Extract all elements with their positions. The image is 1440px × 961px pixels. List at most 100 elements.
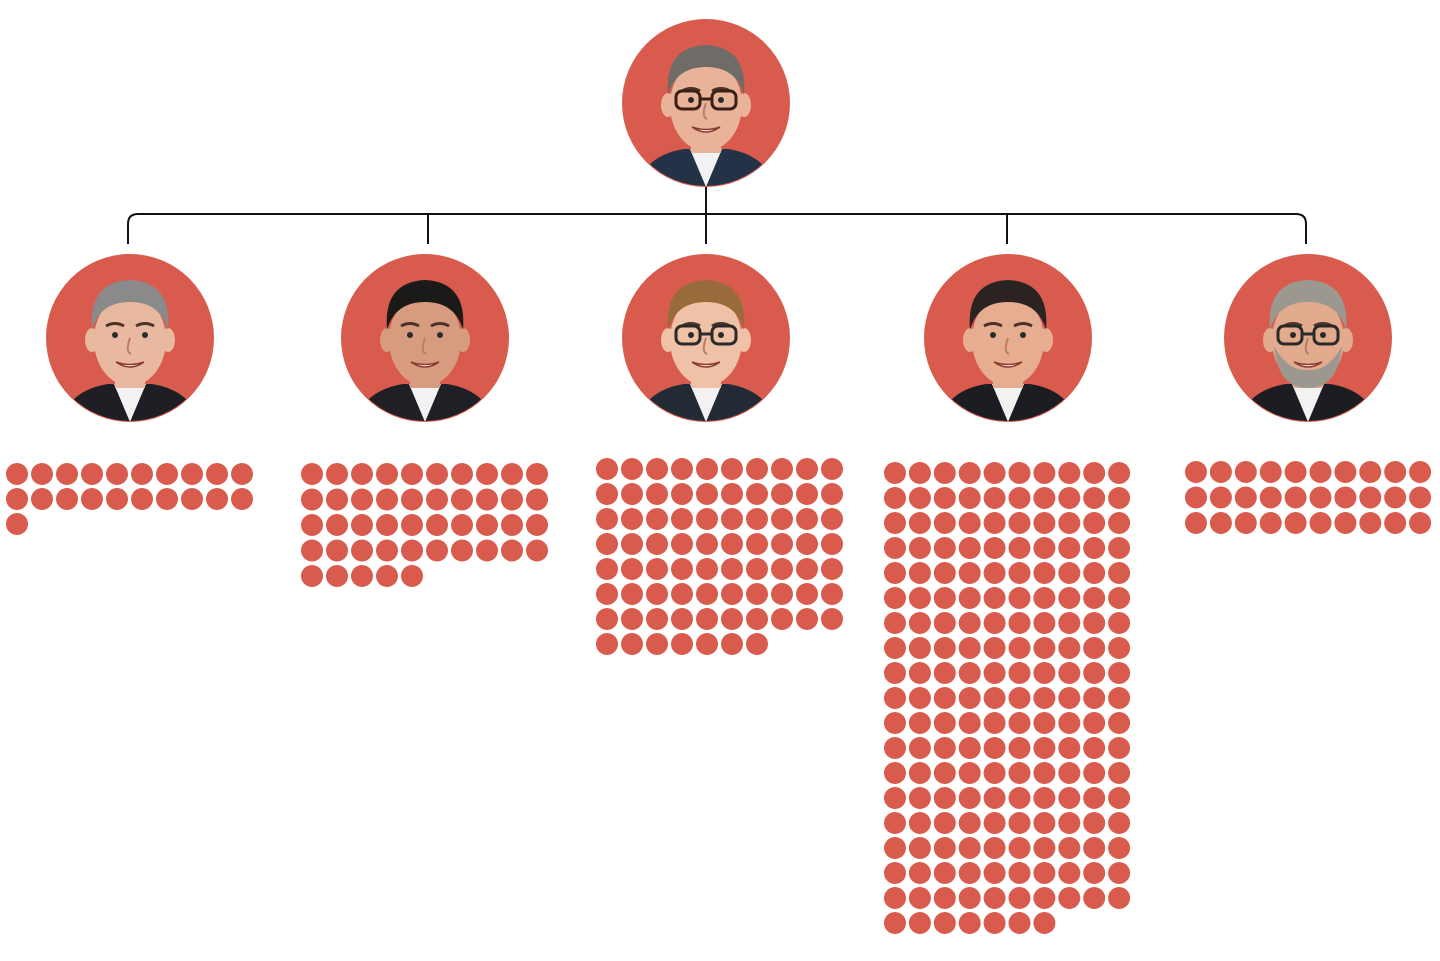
dot-3-64 bbox=[671, 608, 693, 630]
dot-1-3 bbox=[56, 463, 78, 485]
dot-4-185 bbox=[983, 912, 1006, 934]
dot-5-24 bbox=[1259, 512, 1282, 534]
child-5-portrait-man-beard-glasses-icon-shirt bbox=[1292, 384, 1324, 421]
dot-4-165 bbox=[983, 862, 1006, 884]
dot-4-16 bbox=[1008, 487, 1031, 509]
dot-4-95 bbox=[983, 687, 1006, 709]
child-1-portrait-man-bald-icon-smile bbox=[115, 361, 145, 368]
dot-4-134 bbox=[958, 787, 981, 809]
dot-4-62 bbox=[908, 612, 931, 634]
dot-4-160 bbox=[1108, 837, 1131, 859]
dot-3-69 bbox=[796, 608, 818, 630]
dot-3-50 bbox=[821, 558, 843, 580]
dot-5-4 bbox=[1259, 461, 1282, 483]
dot-5-17 bbox=[1334, 486, 1357, 509]
dot-4-19 bbox=[1083, 487, 1106, 509]
dot-2-24 bbox=[376, 514, 398, 536]
dot-5-21 bbox=[1185, 512, 1207, 534]
dot-3-32 bbox=[621, 533, 643, 555]
dot-4-169 bbox=[1083, 862, 1106, 884]
dot-1-8 bbox=[181, 463, 203, 485]
dot-2-12 bbox=[326, 488, 348, 511]
dot-4-68 bbox=[1058, 612, 1081, 634]
dot-4-127 bbox=[1033, 762, 1056, 784]
dot-4-110 bbox=[1108, 712, 1131, 734]
dot-2-45 bbox=[401, 565, 423, 587]
dot-group-3 bbox=[596, 458, 843, 655]
dot-4-112 bbox=[908, 737, 931, 759]
dot-4-28 bbox=[1058, 512, 1081, 534]
dot-3-51 bbox=[596, 583, 618, 605]
dot-2-41 bbox=[301, 565, 323, 587]
dot-2-11 bbox=[301, 488, 323, 511]
dot-4-57 bbox=[1033, 587, 1056, 609]
dot-5-26 bbox=[1309, 512, 1332, 534]
dot-1-6 bbox=[131, 463, 153, 485]
portrait-man-glasses-root-icon-shirt bbox=[690, 149, 722, 186]
dot-3-28 bbox=[771, 508, 793, 530]
dot-3-37 bbox=[746, 533, 768, 555]
dot-4-97 bbox=[1033, 687, 1056, 709]
dot-4-78 bbox=[1058, 637, 1081, 659]
portrait-man-glasses-root-icon-nose bbox=[702, 102, 708, 120]
dot-4-39 bbox=[1083, 537, 1106, 559]
child-2-portrait-man-dark-hair-icon bbox=[341, 254, 509, 422]
dot-3-1 bbox=[596, 458, 618, 480]
dot-4-168 bbox=[1058, 862, 1081, 884]
dot-4-90 bbox=[1108, 662, 1131, 684]
dot-4-32 bbox=[908, 537, 931, 559]
dot-4-149 bbox=[1083, 812, 1106, 834]
dot-1-16 bbox=[131, 488, 153, 510]
dot-3-65 bbox=[696, 608, 718, 630]
dot-4-70 bbox=[1108, 612, 1131, 634]
dot-3-27 bbox=[746, 508, 768, 530]
dot-5-3 bbox=[1234, 461, 1257, 483]
dot-4-186 bbox=[1008, 912, 1031, 934]
dot-2-20 bbox=[526, 488, 548, 511]
dot-3-12 bbox=[621, 483, 643, 505]
dot-3-13 bbox=[646, 483, 668, 505]
dot-3-39 bbox=[796, 533, 818, 555]
child-4-portrait-man-short-hair-icon-shirt bbox=[992, 384, 1024, 421]
dot-3-35 bbox=[696, 533, 718, 555]
dot-4-114 bbox=[958, 737, 981, 759]
dot-4-66 bbox=[1008, 612, 1031, 634]
dot-4-171 bbox=[884, 887, 906, 909]
child-2-portrait-man-dark-hair-icon-brow-right bbox=[430, 322, 450, 328]
child-1-portrait-man-bald-icon-shirt bbox=[114, 384, 146, 421]
child-5-portrait-man-beard-glasses-icon-eye-right bbox=[1320, 332, 1326, 338]
dot-2-26 bbox=[426, 514, 448, 536]
child-4-portrait-man-short-hair-icon-smile bbox=[993, 361, 1023, 368]
dot-4-181 bbox=[884, 912, 906, 934]
dot-4-183 bbox=[933, 912, 956, 934]
dot-4-46 bbox=[1008, 562, 1031, 584]
child-2-portrait-man-dark-hair-icon-brow-left bbox=[400, 322, 420, 328]
dot-3-45 bbox=[696, 558, 718, 580]
dot-4-44 bbox=[958, 562, 981, 584]
dot-2-31 bbox=[301, 539, 323, 562]
dot-4-92 bbox=[908, 687, 931, 709]
dot-4-101 bbox=[884, 712, 906, 734]
dot-3-60 bbox=[821, 583, 843, 605]
dot-3-52 bbox=[621, 583, 643, 605]
dot-2-3 bbox=[351, 463, 373, 485]
connector-lines bbox=[127, 186, 1307, 244]
dot-4-117 bbox=[1033, 737, 1056, 759]
child-5-portrait-man-beard-glasses-icon-eye-left bbox=[1290, 332, 1296, 338]
child-4-portrait-man-short-hair-icon-hair bbox=[969, 280, 1047, 330]
dot-3-76 bbox=[721, 633, 743, 655]
dot-4-144 bbox=[958, 812, 981, 834]
dot-4-67 bbox=[1033, 612, 1056, 634]
dot-2-37 bbox=[451, 539, 473, 562]
dot-4-81 bbox=[884, 662, 906, 684]
dot-1-9 bbox=[206, 463, 228, 485]
dot-3-55 bbox=[696, 583, 718, 605]
dot-4-172 bbox=[908, 887, 931, 909]
dot-4-163 bbox=[933, 862, 956, 884]
dot-2-6 bbox=[426, 463, 448, 485]
dot-4-177 bbox=[1033, 887, 1056, 909]
dot-4-86 bbox=[1008, 662, 1031, 684]
dot-4-13 bbox=[933, 487, 956, 509]
dot-4-40 bbox=[1108, 537, 1131, 559]
dot-3-56 bbox=[721, 583, 743, 605]
